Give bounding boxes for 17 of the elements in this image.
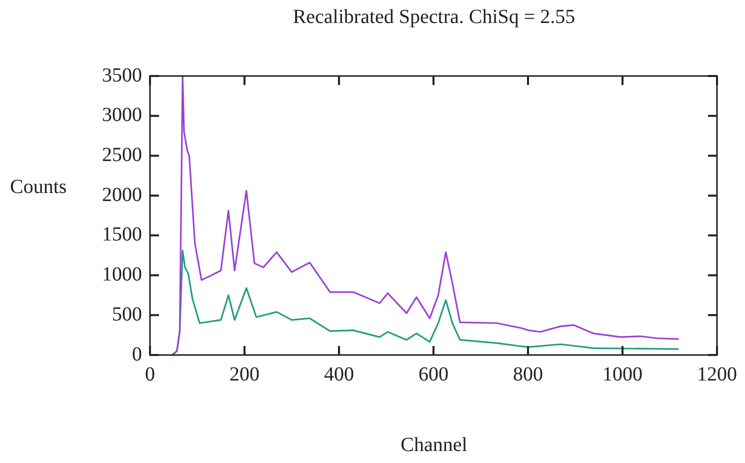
y-tick-label: 1500	[102, 224, 142, 246]
x-tick-label: 1000	[602, 363, 642, 386]
x-tick-label: 400	[324, 363, 354, 386]
y-tick-label: 2500	[102, 144, 142, 166]
x-tick-label: 600	[418, 363, 448, 386]
y-tick-label: 2000	[102, 184, 142, 206]
chart-title: Recalibrated Spectra. ChiSq = 2.55	[292, 6, 576, 29]
y-tick-label: 1000	[102, 264, 142, 286]
y-tick-label: 3500	[102, 64, 142, 86]
x-tick-label: 200	[230, 363, 260, 386]
y-axis-title: Counts	[10, 176, 67, 199]
x-tick-label: 800	[513, 363, 543, 386]
x-tick-label: 1200	[697, 363, 737, 386]
y-tick-label: 500	[112, 303, 142, 326]
y-tick-label: 3000	[102, 104, 142, 126]
x-axis-title: Channel	[400, 434, 468, 457]
y-tick-label: 0	[132, 343, 142, 366]
